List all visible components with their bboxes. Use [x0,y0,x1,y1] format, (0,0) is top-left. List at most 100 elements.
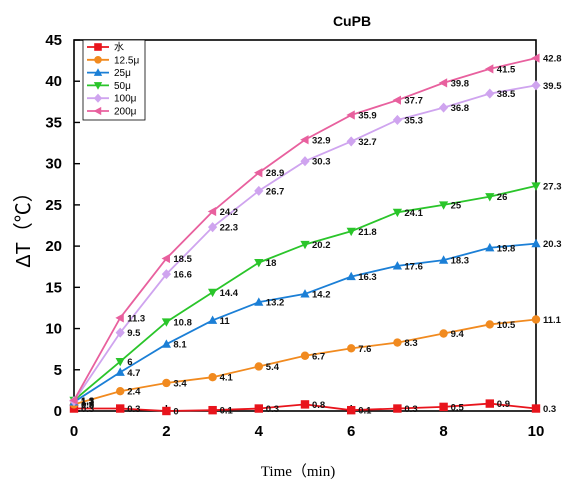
data-point [115,357,125,367]
legend-marker [93,106,102,116]
data-point [207,288,218,298]
data-label: 19.8 [497,243,516,254]
data-point [439,329,448,338]
data-label: 9.4 [451,329,465,340]
data-point [346,271,356,281]
data-point [531,404,541,413]
data-point [347,344,356,353]
data-point [347,405,356,415]
data-point [531,80,541,91]
data-label: 0.3 [81,404,94,415]
data-point [116,387,125,396]
y-tick-label: 0 [54,403,62,420]
data-label: 11.1 [543,315,562,326]
data-point [485,193,495,202]
data-point [300,351,310,360]
data-label: 35.3 [404,115,423,126]
data-label: 25 [451,200,462,211]
data-label: 35.9 [358,111,377,122]
legend-box [82,39,146,121]
data-label: 18 [266,258,277,269]
data-point [438,201,449,210]
data-label: 1.3 [81,396,94,407]
data-point [300,289,310,298]
data-point [392,208,403,218]
legend-label: 100μ [114,94,137,105]
data-point [253,168,263,178]
data-point [485,320,494,329]
x-tick-label: 0 [70,423,78,440]
data-label: 17.6 [404,261,423,272]
x-tick-label: 10 [528,423,545,440]
data-label: 0.1 [220,406,234,417]
data-point [438,102,449,113]
data-point [254,259,264,268]
data-label: 0 [173,407,178,418]
data-label: 6 [127,357,132,368]
data-label: 20.2 [312,240,331,251]
data-label: 1.2 [81,397,94,408]
data-point [392,95,401,105]
data-point [208,405,217,415]
data-point [346,227,356,237]
chart-title: CuPB [333,13,371,29]
data-label: 26.7 [266,186,285,197]
y-tick-label: 25 [45,197,62,214]
data-label: 5.4 [266,362,280,373]
data-point [161,339,172,348]
data-label: 24.2 [220,207,239,218]
data-label: 10.8 [173,317,192,328]
data-label: 13.2 [266,298,285,309]
data-point [300,240,310,250]
legend-label: 200μ [114,107,137,118]
data-point [254,297,264,306]
data-label: 24.1 [404,208,423,219]
data-label: 11 [220,316,231,327]
y-tick-label: 30 [45,156,62,173]
data-point [208,372,217,382]
data-label: 4.7 [127,368,140,379]
y-tick-label: 10 [45,321,62,338]
x-tick-label: 8 [439,423,447,440]
data-label: 6.7 [312,351,325,362]
data-label: 32.7 [358,137,377,148]
data-point [438,255,449,264]
data-point [439,402,448,412]
data-label: 8.3 [404,338,417,349]
data-label: 38.5 [497,89,516,100]
data-label: 14.2 [312,289,331,300]
data-label: 0.9 [497,399,510,410]
data-label: 3.4 [173,378,187,389]
data-point [161,269,172,280]
data-point [162,378,171,388]
data-point [392,114,403,126]
data-label: 30.3 [312,157,331,168]
data-label: 0.5 [451,402,465,413]
data-label: 10.5 [497,320,516,331]
data-point [161,318,172,327]
data-point [300,135,309,145]
data-point [531,182,541,191]
data-label: 14.4 [220,288,239,299]
data-label: 22.3 [220,223,239,234]
legend-marker [93,82,103,90]
data-label: 36.8 [451,103,470,114]
data-point [115,313,124,323]
data-label: 26 [497,192,508,203]
data-label: 1.3 [81,396,94,407]
data-point [116,404,125,413]
data-label: 16.6 [173,270,192,281]
data-label: 8.1 [173,340,187,351]
data-point [254,362,263,371]
data-point [115,367,125,376]
data-label: 0.1 [358,406,372,417]
data-point [207,206,217,217]
data-label: 18.3 [451,256,470,267]
data-point [531,238,541,248]
data-point [254,185,264,196]
data-point [346,110,355,120]
data-point [69,395,78,405]
data-label: 0.3 [127,404,140,415]
data-point [115,327,125,338]
